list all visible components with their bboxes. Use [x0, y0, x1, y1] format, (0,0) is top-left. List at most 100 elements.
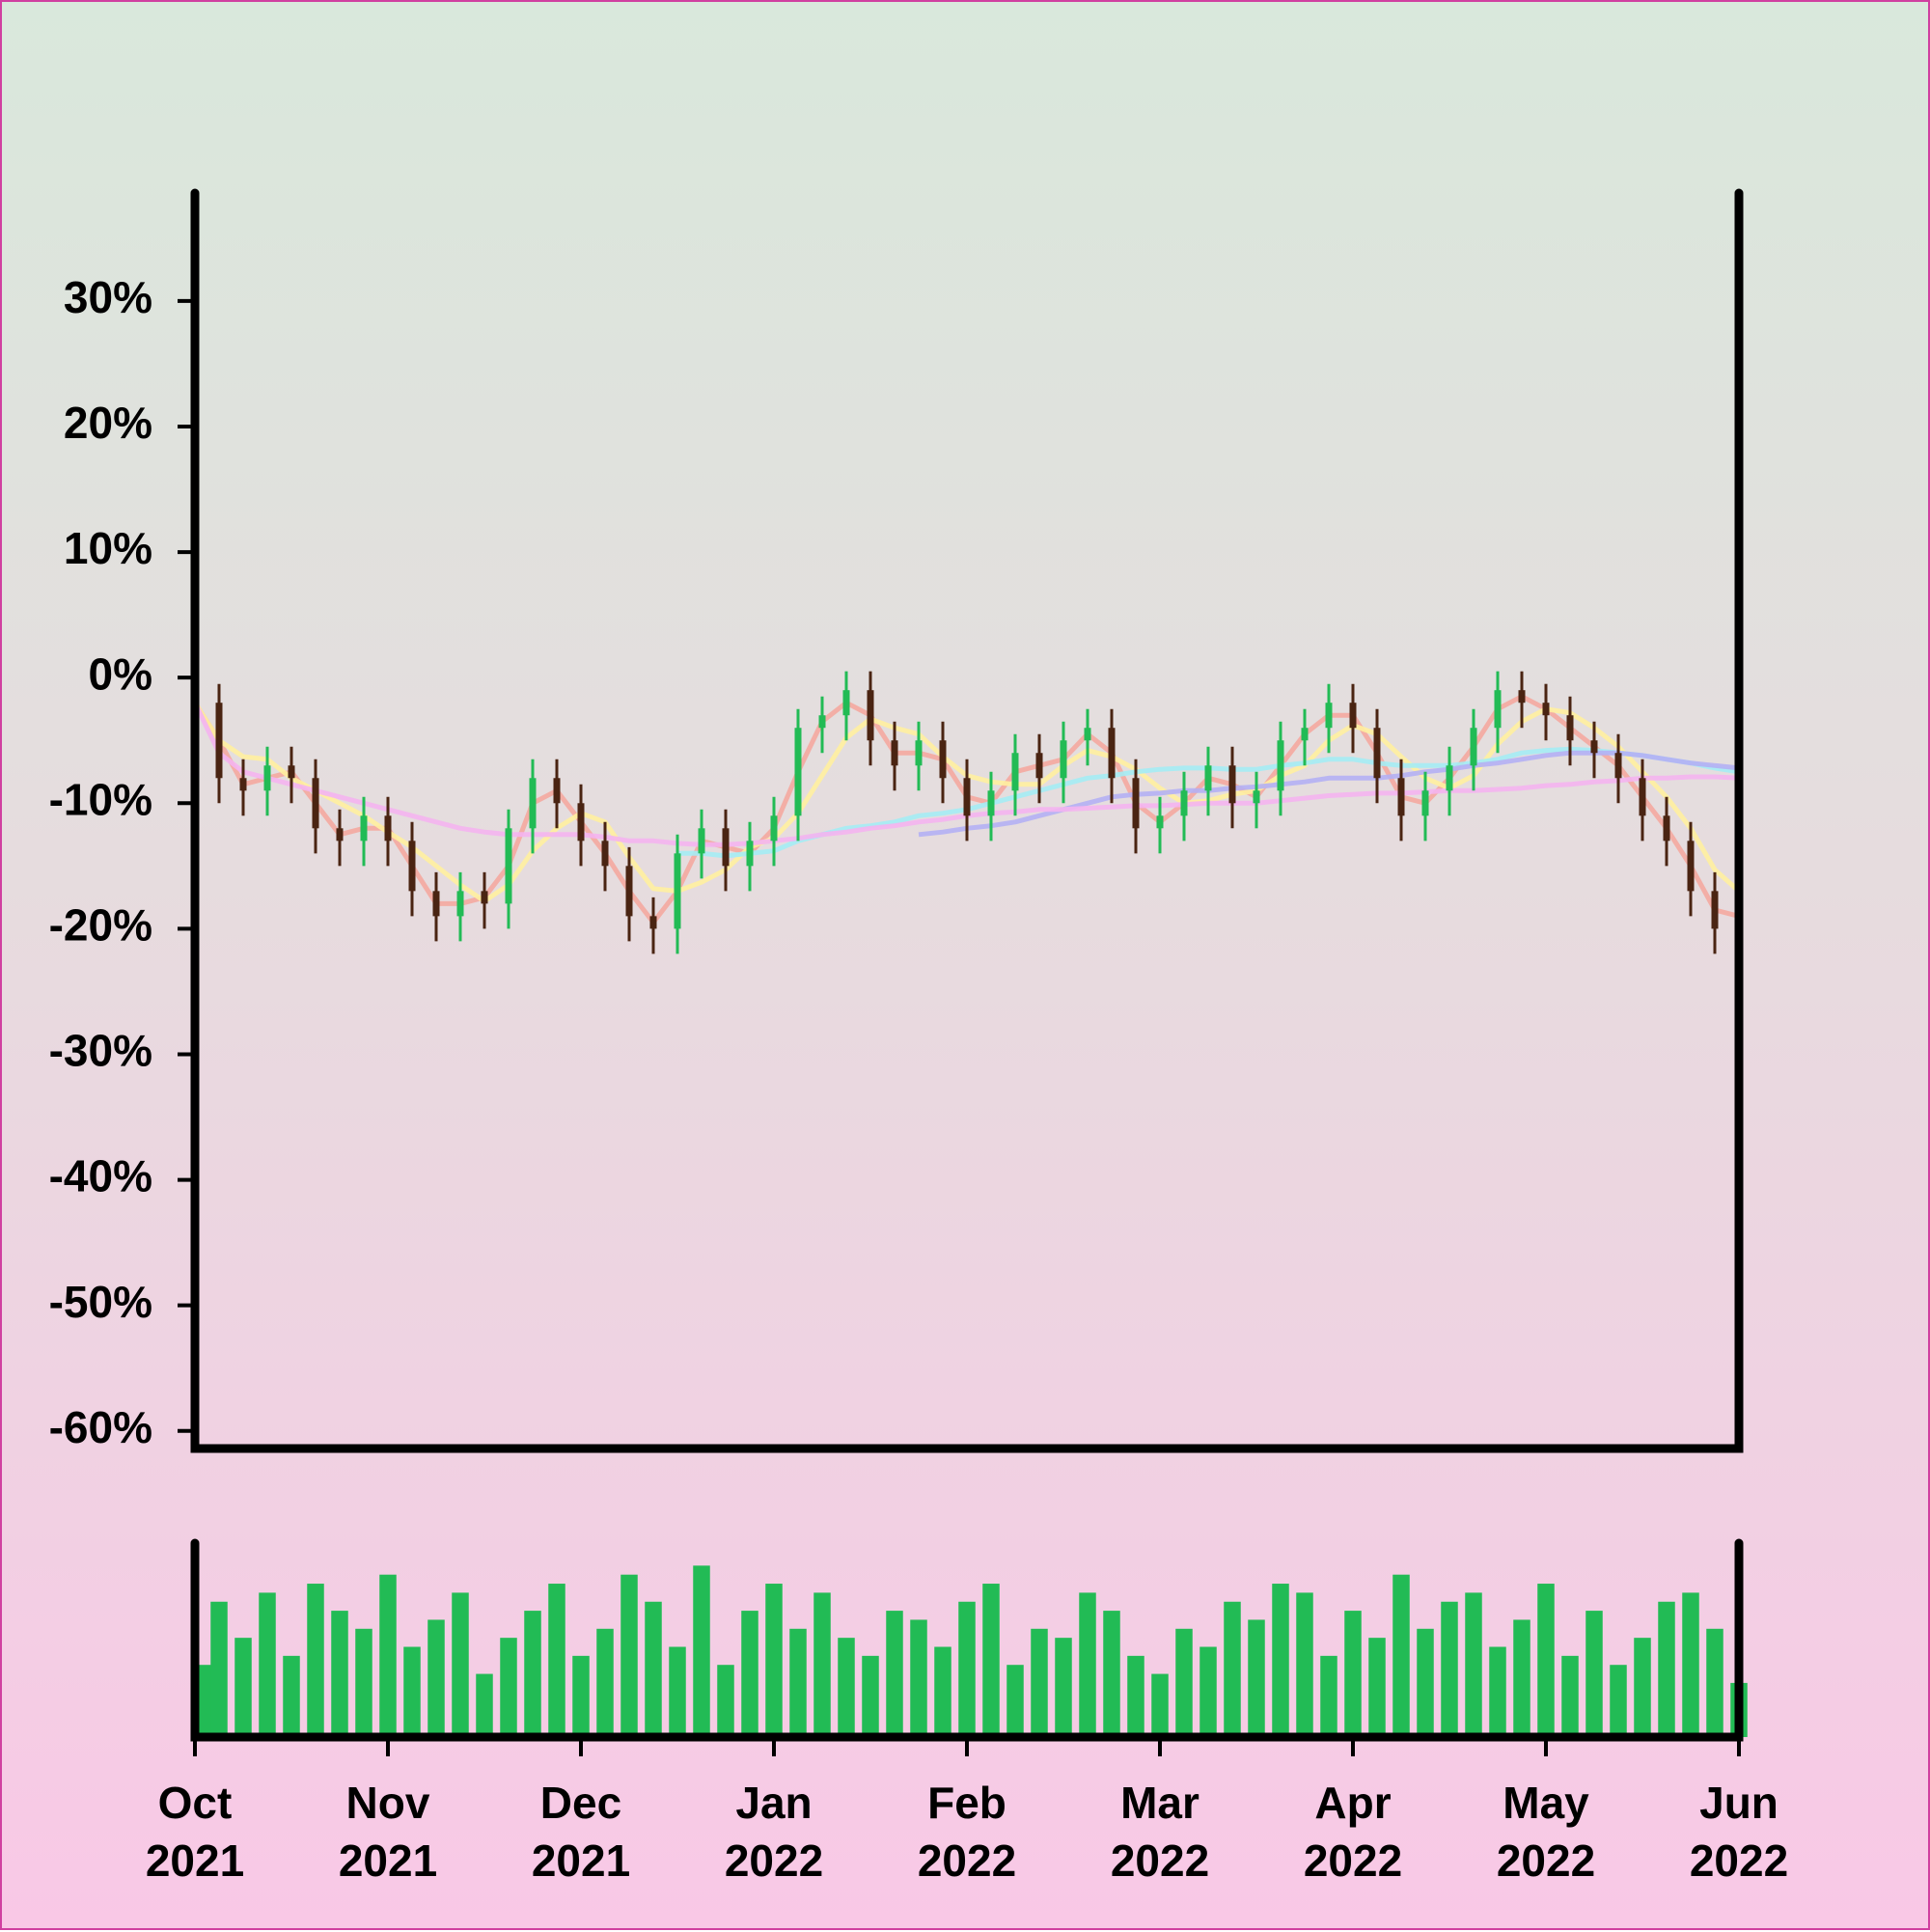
- candle-body: [432, 891, 440, 917]
- x-tick-label: Dec 2021: [531, 1778, 631, 1886]
- candle-body: [891, 740, 898, 766]
- volume-bar: [1417, 1628, 1434, 1737]
- volume-bar: [910, 1619, 927, 1737]
- y-tick-label: -20%: [49, 900, 152, 951]
- volume-bar: [572, 1655, 590, 1737]
- candle-body: [1325, 703, 1333, 729]
- candle-body: [1011, 753, 1019, 791]
- y-tick-label: -30%: [49, 1026, 152, 1076]
- volume-bar: [1682, 1592, 1699, 1737]
- volume-bar: [1465, 1592, 1482, 1737]
- volume-bar: [1610, 1665, 1627, 1737]
- candle-body: [1084, 728, 1091, 741]
- candle-body: [1277, 740, 1284, 791]
- price-axis-frame: [190, 188, 1744, 1453]
- x-tick-label: Mar 2022: [1110, 1778, 1210, 1886]
- candle-body: [505, 828, 512, 904]
- volume-bar: [500, 1638, 517, 1737]
- candle-body: [794, 728, 802, 816]
- candle-body: [1421, 790, 1429, 816]
- volume-bar: [862, 1655, 879, 1737]
- volume-bar: [427, 1619, 445, 1737]
- candle-body: [1035, 753, 1043, 779]
- candle-body: [1711, 891, 1719, 929]
- candle-body: [312, 778, 319, 829]
- volume-bar: [645, 1601, 662, 1737]
- volume-bar: [934, 1646, 951, 1737]
- x-tick-label: Feb 2022: [917, 1778, 1017, 1886]
- volume-bar: [765, 1584, 783, 1737]
- candle-body: [915, 740, 923, 766]
- candle-body: [360, 815, 368, 842]
- candle-body: [1590, 740, 1598, 754]
- y-tick-label: -10%: [49, 774, 152, 824]
- volume-bar: [1368, 1638, 1386, 1737]
- volume-bar: [669, 1646, 686, 1737]
- volume-bar: [789, 1628, 807, 1737]
- candle-body: [408, 841, 416, 892]
- volume-bar: [1031, 1628, 1048, 1737]
- volume-bar: [403, 1646, 421, 1737]
- volume-bar: [596, 1628, 614, 1737]
- candle-body: [1180, 790, 1188, 816]
- candle-body: [1566, 715, 1574, 741]
- volume-bar: [355, 1628, 372, 1737]
- candle-body: [625, 866, 633, 917]
- volume-bar: [1248, 1619, 1265, 1737]
- y-tick-label: -60%: [49, 1402, 152, 1452]
- volume-bar: [886, 1611, 903, 1737]
- y-tick-label: 0%: [89, 649, 152, 699]
- volume-bar: [1199, 1646, 1217, 1737]
- candle-body: [1470, 728, 1477, 766]
- x-tick-label: May 2022: [1496, 1778, 1596, 1886]
- candle-body: [698, 828, 705, 854]
- candle-body: [239, 778, 247, 791]
- candle-body: [722, 828, 730, 867]
- candle-body: [601, 841, 609, 867]
- volume-bar: [620, 1574, 638, 1737]
- volume-bar: [1296, 1592, 1313, 1737]
- candle-body: [456, 891, 464, 917]
- candle-body: [1228, 765, 1236, 804]
- volume-bar: [331, 1611, 348, 1737]
- candle-body: [1542, 703, 1550, 716]
- candle-body: [529, 778, 537, 829]
- volume-bar: [1006, 1665, 1024, 1737]
- candle-body: [1397, 778, 1405, 816]
- candle-body: [384, 815, 392, 842]
- volume-bar: [1561, 1655, 1579, 1737]
- volume-bar: [1224, 1601, 1241, 1737]
- candle-body: [1373, 728, 1381, 779]
- candle-body: [867, 690, 874, 741]
- candle-body: [336, 828, 344, 842]
- candle-body: [746, 841, 754, 867]
- candle-body: [577, 803, 585, 842]
- candle-body: [1108, 728, 1116, 779]
- volume-bar: [1079, 1592, 1096, 1737]
- candle-body: [1204, 765, 1212, 791]
- candle-body: [842, 690, 850, 716]
- candle-body: [1639, 778, 1646, 816]
- candle-body: [818, 715, 826, 729]
- candle-body: [674, 853, 681, 929]
- volume-bar: [741, 1611, 758, 1737]
- candle-body: [1253, 790, 1260, 804]
- y-tick-label: 30%: [64, 272, 152, 322]
- volume-bar: [1103, 1611, 1120, 1737]
- candle-body: [1349, 703, 1357, 729]
- candle-body: [481, 891, 488, 904]
- candle-body: [963, 778, 971, 816]
- candle-body: [1614, 753, 1622, 779]
- volume-bar: [210, 1601, 228, 1737]
- candle-body: [553, 778, 561, 804]
- candle-body: [1687, 841, 1695, 892]
- volume-bar: [1706, 1628, 1723, 1737]
- candle-body: [1446, 765, 1453, 791]
- candle-body: [987, 790, 995, 816]
- volume-bar: [982, 1584, 1000, 1737]
- y-tick-label: -40%: [49, 1151, 152, 1201]
- volume-bar: [259, 1592, 276, 1737]
- volume-bar: [1513, 1619, 1530, 1737]
- candle-body: [215, 703, 223, 779]
- volume-bar: [1127, 1655, 1144, 1737]
